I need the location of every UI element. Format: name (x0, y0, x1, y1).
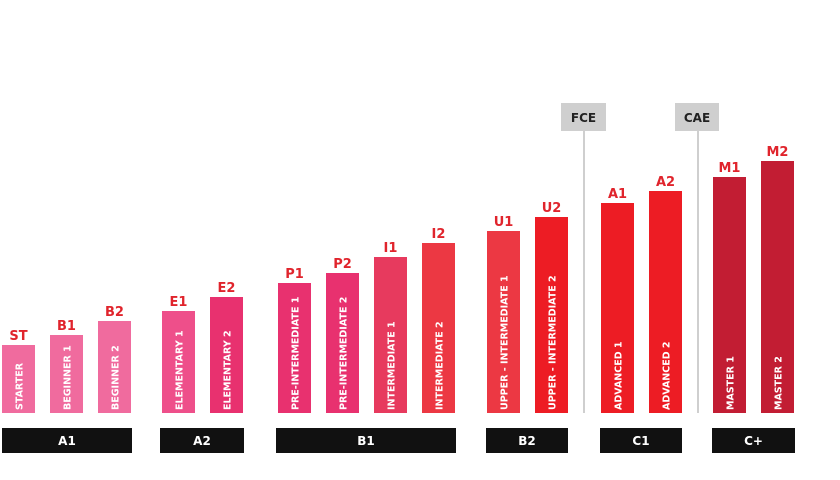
bar-level-name: INTERMEDIATE 2 (435, 321, 446, 410)
bar-st (2, 345, 35, 413)
group-box-cplus (712, 428, 795, 453)
exam-label: FCE (571, 111, 596, 125)
bar-code-label: U1 (494, 215, 514, 230)
bar-code-label: P1 (285, 267, 304, 282)
bar-level-name: UPPER - INTERMEDIATE 1 (500, 275, 511, 410)
bar-level-name: MASTER 1 (726, 356, 737, 410)
bar-code-label: B2 (105, 305, 124, 320)
bar-code-label: M1 (719, 161, 741, 176)
group-label: B2 (518, 434, 536, 448)
group-label: B1 (357, 434, 375, 448)
exam-box-fce (561, 103, 606, 131)
group-label: C+ (744, 434, 763, 448)
bar-code-label: E1 (170, 295, 188, 310)
bar-p2 (326, 273, 359, 413)
bar-m2 (761, 161, 794, 413)
group-label: A1 (58, 434, 76, 448)
bar-level-name: INTERMEDIATE 1 (387, 321, 398, 410)
group-label: C1 (632, 434, 649, 448)
group-box-b2 (486, 428, 568, 453)
bar-level-name: ADVANCED 2 (662, 341, 673, 410)
group-label: A2 (193, 434, 211, 448)
bar-code-label: I1 (384, 241, 398, 256)
bar-level-name: MASTER 2 (774, 356, 785, 410)
bar-a1 (601, 203, 634, 413)
bar-level-name: BEGINNER 1 (63, 345, 74, 410)
exam-box-cae (675, 103, 719, 131)
bar-b1 (50, 335, 83, 413)
bar-m1 (713, 177, 746, 413)
bar-code-label: E2 (218, 281, 236, 296)
group-box-b1 (276, 428, 456, 453)
bar-level-name: ELEMENTARY 2 (223, 330, 234, 410)
group-box-a2 (160, 428, 244, 453)
bar-u1 (487, 231, 520, 413)
bar-code-label: A1 (608, 187, 627, 202)
bar-code-label: I2 (432, 227, 446, 242)
bar-u2 (535, 217, 568, 413)
bar-i2 (422, 243, 455, 413)
bar-level-name: UPPER - INTERMEDIATE 2 (548, 275, 559, 410)
bar-e2 (210, 297, 243, 413)
bar-level-name: PRE-INTERMEDIATE 2 (339, 297, 350, 410)
bar-level-name: STARTER (15, 362, 26, 410)
exam-label: CAE (684, 111, 710, 125)
bar-code-label: A2 (656, 175, 675, 190)
bar-a2 (649, 191, 682, 413)
bar-code-label: ST (9, 329, 27, 344)
bar-code-label: B1 (57, 319, 76, 334)
bar-b2 (98, 321, 131, 413)
bar-e1 (162, 311, 195, 413)
bar-code-label: M2 (767, 145, 789, 160)
bar-code-label: P2 (333, 257, 352, 272)
bar-level-name: PRE-INTERMEDIATE 1 (291, 297, 302, 410)
bar-level-name: ADVANCED 1 (614, 341, 625, 410)
bar-i1 (374, 257, 407, 413)
bar-level-name: BEGINNER 2 (111, 345, 122, 410)
group-box-c1 (600, 428, 682, 453)
bar-code-label: U2 (542, 201, 562, 216)
group-box-a1 (2, 428, 132, 453)
bar-level-name: ELEMENTARY 1 (175, 330, 186, 410)
bar-p1 (278, 283, 311, 413)
